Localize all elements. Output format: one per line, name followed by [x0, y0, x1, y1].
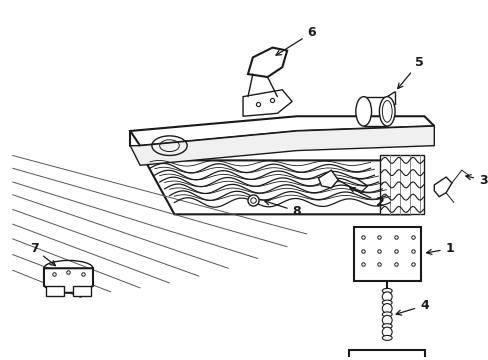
Ellipse shape	[382, 288, 391, 293]
Polygon shape	[73, 286, 91, 296]
Text: 7: 7	[30, 242, 55, 266]
Ellipse shape	[382, 315, 391, 325]
Polygon shape	[46, 286, 63, 296]
Text: 6: 6	[275, 26, 315, 55]
Ellipse shape	[382, 327, 391, 337]
Polygon shape	[130, 126, 433, 165]
Text: 4: 4	[395, 299, 428, 315]
Ellipse shape	[382, 303, 391, 314]
Text: 2: 2	[349, 188, 384, 209]
Text: 1: 1	[426, 242, 453, 255]
Ellipse shape	[382, 312, 391, 317]
Ellipse shape	[379, 96, 394, 126]
Ellipse shape	[382, 292, 391, 302]
Ellipse shape	[382, 100, 391, 122]
Ellipse shape	[382, 300, 391, 305]
Polygon shape	[243, 90, 291, 116]
Text: 8: 8	[264, 200, 301, 218]
Text: 3: 3	[465, 174, 487, 186]
Polygon shape	[44, 268, 93, 293]
Ellipse shape	[382, 336, 391, 340]
Polygon shape	[353, 227, 420, 281]
Polygon shape	[318, 170, 338, 188]
Polygon shape	[130, 116, 433, 146]
Polygon shape	[380, 156, 424, 214]
Text: 5: 5	[397, 56, 423, 89]
Polygon shape	[348, 350, 425, 360]
Polygon shape	[433, 177, 451, 197]
Ellipse shape	[382, 324, 391, 329]
Ellipse shape	[355, 96, 371, 126]
Polygon shape	[144, 161, 409, 214]
Polygon shape	[247, 48, 286, 77]
